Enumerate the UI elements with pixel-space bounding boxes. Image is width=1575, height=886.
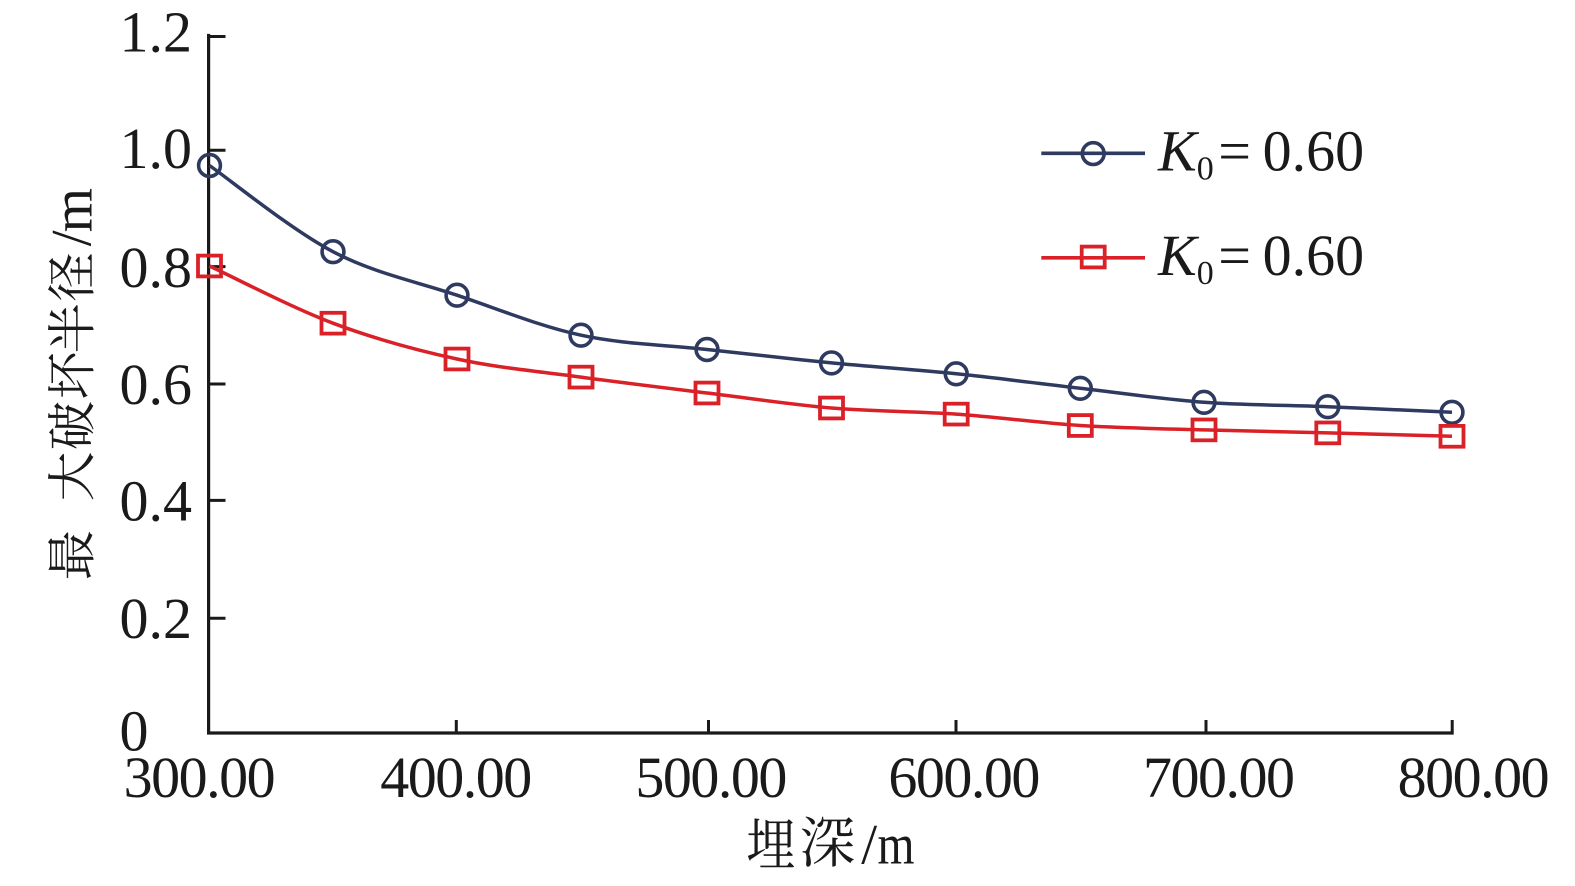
svg-text:1.0: 1.0 — [120, 116, 193, 181]
svg-text:/: / — [41, 230, 104, 246]
svg-text:m: m — [42, 188, 105, 232]
svg-text:500.00: 500.00 — [635, 745, 787, 810]
svg-text:0.2: 0.2 — [120, 586, 193, 651]
svg-text:800.00: 800.00 — [1398, 745, 1550, 810]
svg-text:0.8: 0.8 — [120, 235, 193, 300]
svg-text:600.00: 600.00 — [888, 745, 1040, 810]
svg-text:700.00: 700.00 — [1143, 745, 1295, 810]
svg-text:1.2: 1.2 — [120, 0, 193, 65]
svg-text:300.00: 300.00 — [124, 745, 276, 810]
svg-text:m: m — [878, 814, 915, 877]
svg-text:0.4: 0.4 — [120, 468, 193, 533]
svg-text:0.6: 0.6 — [120, 352, 193, 417]
svg-text:K0 = 0.60: K0 = 0.60 — [1157, 223, 1364, 292]
svg-text:0: 0 — [120, 698, 149, 763]
svg-text:400.00: 400.00 — [380, 745, 532, 810]
svg-text:/: / — [861, 814, 877, 877]
svg-text:K0 = 0.60: K0 = 0.60 — [1157, 119, 1364, 188]
